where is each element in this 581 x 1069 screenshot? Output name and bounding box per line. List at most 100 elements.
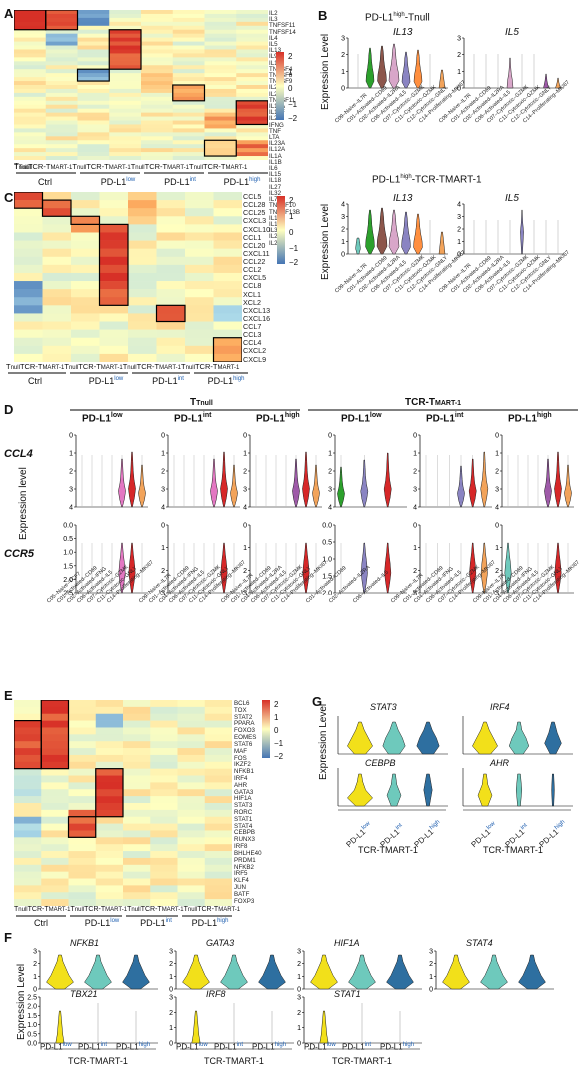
heatmap-c-cell	[14, 337, 43, 347]
heatmap-a-cell	[109, 57, 142, 62]
heatmap-e-cell	[14, 741, 42, 749]
violin-b-left	[388, 209, 400, 255]
panel-d-ccr5-tick: 0.5	[63, 536, 73, 543]
heatmap-c-cell	[99, 248, 129, 258]
heatmap-c-cell	[99, 289, 129, 298]
gene-label: TNFSF11	[269, 22, 296, 30]
gene-label: CCL3	[243, 330, 262, 340]
heatmap-c-cell	[156, 305, 186, 314]
heatmap-e-cell	[204, 844, 232, 852]
heatmap-a-cell	[172, 85, 205, 90]
heatmap-a-cell	[45, 148, 78, 153]
gene-label: NFKB2	[234, 863, 254, 871]
heatmap-e-cell	[41, 830, 69, 838]
heatmap-c-cell	[185, 329, 214, 339]
heatmap-e-cell	[150, 720, 178, 728]
heatmap-e-cell	[68, 761, 97, 769]
heatmap-a-cell	[172, 128, 205, 133]
heatmap-e-cell	[123, 706, 151, 715]
heatmap-e-cell	[14, 823, 42, 831]
heatmap-e-cell	[95, 775, 124, 783]
heatmap-c-cell	[128, 240, 157, 249]
heatmap-e-cell	[177, 775, 206, 783]
heatmap-a-cell	[236, 132, 268, 137]
violin-d-ccl4	[118, 458, 126, 508]
heatmap-e-cell	[204, 871, 232, 879]
heatmap-e-cell	[204, 823, 232, 831]
panel-d-ccr5-tick: 0.0	[322, 523, 332, 530]
heatmap-a-cell	[77, 10, 110, 15]
panel-f-row2-tick: 1	[169, 1025, 173, 1032]
legend-c-m2: −2	[289, 258, 299, 267]
violin-d-ccl4	[544, 458, 552, 508]
heatmap-c-cell	[128, 321, 157, 330]
heatmap-a-col-label-row: TnullTCR-TMART-1TnullTCR-TMART-1TnullTCR…	[14, 162, 270, 171]
col-a-tcr-3: TCR-TMART-1	[144, 162, 190, 171]
gene-label: IL32	[269, 189, 282, 197]
heatmap-a-cluster-box	[45, 10, 79, 31]
heatmap-e-cell	[123, 837, 151, 845]
heatmap-e-cell	[150, 885, 178, 893]
heatmap-c-cell	[185, 321, 214, 330]
heatmap-e-cell	[14, 885, 42, 893]
gene-label: TNF	[269, 127, 282, 135]
violin-b-left	[365, 47, 375, 89]
panel-f-row1-tick: 2	[33, 961, 37, 968]
heatmap-a-cell	[236, 112, 268, 117]
heatmap-a-cell	[204, 69, 237, 74]
gene-label: JUN	[234, 883, 247, 891]
group-e-ctrl: Ctrl	[34, 918, 48, 928]
heatmap-c-cell	[128, 224, 157, 233]
heatmap-a-cell	[77, 49, 110, 54]
heatmap-a-cell	[236, 41, 268, 46]
heatmap-a-cell	[204, 13, 237, 19]
heatmap-a-cell	[172, 120, 205, 125]
gene-label: KLF4	[234, 877, 249, 885]
heatmap-a-cell	[172, 77, 205, 82]
heatmap-a-cell	[14, 81, 47, 86]
heatmap-e-cell	[177, 837, 206, 845]
panel-f-group-label: TCR-TMART-1	[68, 1056, 128, 1066]
col-a-tnull-1: Tnull	[14, 162, 28, 171]
panel-d-ccl4-tick: 1	[495, 451, 499, 458]
heatmap-a-cell	[204, 61, 237, 66]
panel-f-x-label: PD-L1low	[176, 1042, 208, 1052]
heatmap-e-cell	[177, 864, 206, 872]
legend-c-0: 0	[289, 228, 294, 237]
heatmap-e-cell	[123, 748, 151, 756]
heatmap-a-cell	[172, 61, 205, 66]
heatmap-a-cell	[141, 108, 174, 113]
gene-label: IKZF2	[234, 761, 251, 769]
heatmap-c-cell	[128, 256, 157, 266]
heatmap-a-cell	[236, 92, 268, 98]
violin-f-row1	[84, 954, 112, 990]
panel-d-ccl4-tick: 4	[243, 505, 247, 512]
violin-b-right	[506, 57, 514, 89]
gene-label: IL15	[269, 171, 282, 179]
gene-label: IL1A	[269, 152, 282, 160]
heatmap-e-cell	[95, 789, 124, 797]
panel-d-ccr5-tick: 1.5	[63, 563, 73, 570]
panel-d-ccl4-tick: 2	[495, 469, 499, 476]
panel-label-c: C	[4, 190, 14, 205]
heatmap-e-cell	[204, 775, 232, 783]
heatmap-e-cell	[14, 761, 42, 769]
heatmap-e-cell	[150, 713, 178, 721]
panel-f-row1-tick: 0	[297, 987, 301, 994]
heatmap-c-cell	[185, 297, 214, 306]
gene-label: IL23A	[269, 140, 286, 148]
heatmap-c-cell	[99, 281, 129, 290]
panel-d-ccl4-tick: 2	[243, 469, 247, 476]
heatmap-a-cell	[141, 152, 174, 157]
violin-d-ccr5	[128, 542, 136, 594]
heatmap-a-cell	[14, 41, 47, 46]
heatmap-a-cell	[236, 53, 268, 58]
heatmap-e-cell	[68, 816, 97, 824]
heatmap-e-bracket	[16, 915, 232, 917]
heatmap-a-cell	[236, 33, 268, 38]
heatmap-e-cell	[123, 823, 151, 831]
panel-f-row2-tick: 2	[169, 1010, 173, 1017]
heatmap-c-cell	[14, 192, 43, 201]
heatmap-c-cell	[185, 240, 214, 249]
heatmap-e-cell	[41, 809, 69, 818]
